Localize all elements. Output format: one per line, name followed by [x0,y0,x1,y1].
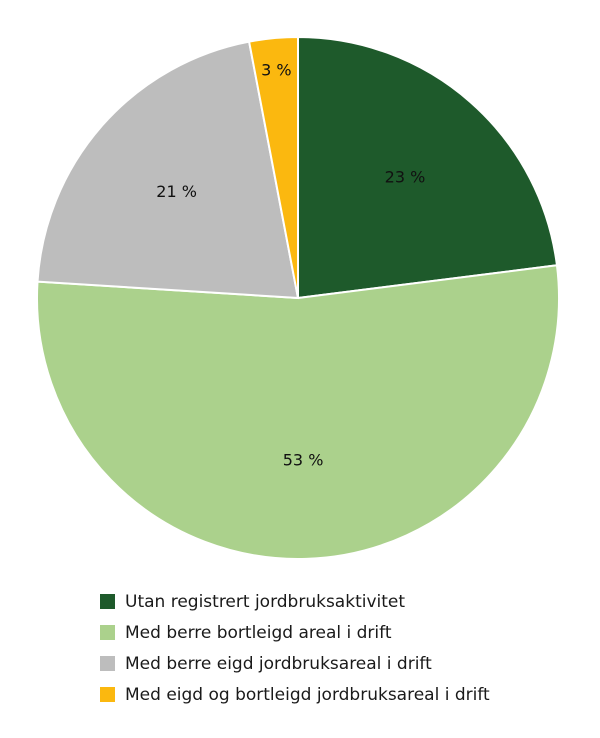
legend-label: Med berre bortleigd areal i drift [125,622,392,643]
legend-swatch [100,625,115,640]
slice-label: 3 % [261,60,291,79]
legend: Utan registrert jordbruksaktivitet Med b… [100,586,490,710]
pie-slice [247,35,299,299]
legend-swatch [100,687,115,702]
legend-item: Med eigd og bortleigd jordbruksareal i d… [100,679,490,710]
pie-slice [297,35,559,300]
legend-item: Med berre eigd jordbruksareal i drift [100,648,490,679]
pie-chart: 23 % 53 % 21 % 3 % [36,35,560,560]
slice-label: 53 % [283,451,324,470]
pie-slice [36,264,560,560]
legend-label: Utan registrert jordbruksaktivitet [125,591,406,612]
legend-label: Med eigd og bortleigd jordbruksareal i d… [125,684,490,705]
slice-label: 21 % [156,182,197,201]
pie-slice [36,40,300,300]
legend-item: Med berre bortleigd areal i drift [100,617,490,648]
slice-label: 23 % [385,168,426,187]
legend-item: Utan registrert jordbruksaktivitet [100,586,490,617]
legend-swatch [100,656,115,671]
legend-swatch [100,594,115,609]
legend-label: Med berre eigd jordbruksareal i drift [125,653,432,674]
